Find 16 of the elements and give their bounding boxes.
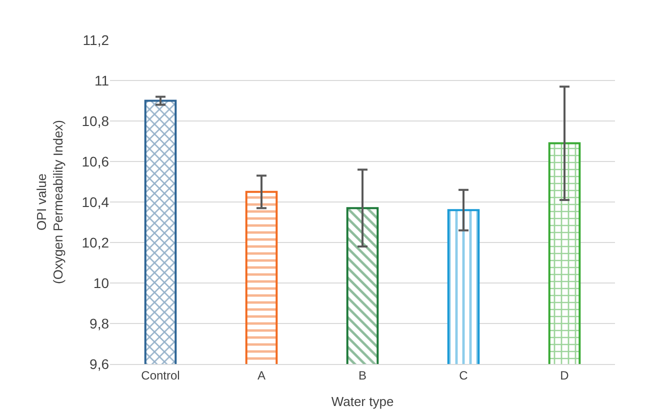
y-tick-label: 10,8 (82, 112, 110, 129)
x-tick-label: B (358, 368, 367, 382)
y-axis-title: OPI value (Oxygen Permeability Index) (34, 120, 66, 284)
y-tick-label: 10 (93, 274, 110, 291)
y-tick-label: 10,4 (82, 194, 110, 210)
y-tick-label: 11 (94, 72, 110, 88)
x-tick-label: C (459, 368, 468, 382)
y-tick-label: 10,2 (82, 234, 110, 250)
x-axis-title: Water type (331, 394, 394, 409)
y-tick-label: 10,6 (82, 153, 110, 170)
y-tick-label: 9,8 (90, 315, 110, 332)
y-tick-label: 11,2 (82, 32, 110, 48)
x-tick-label: D (560, 368, 570, 382)
x-tick-label: Control (141, 368, 180, 382)
y-tick-label: 9,6 (90, 356, 110, 372)
x-tick-label: A (257, 368, 266, 382)
